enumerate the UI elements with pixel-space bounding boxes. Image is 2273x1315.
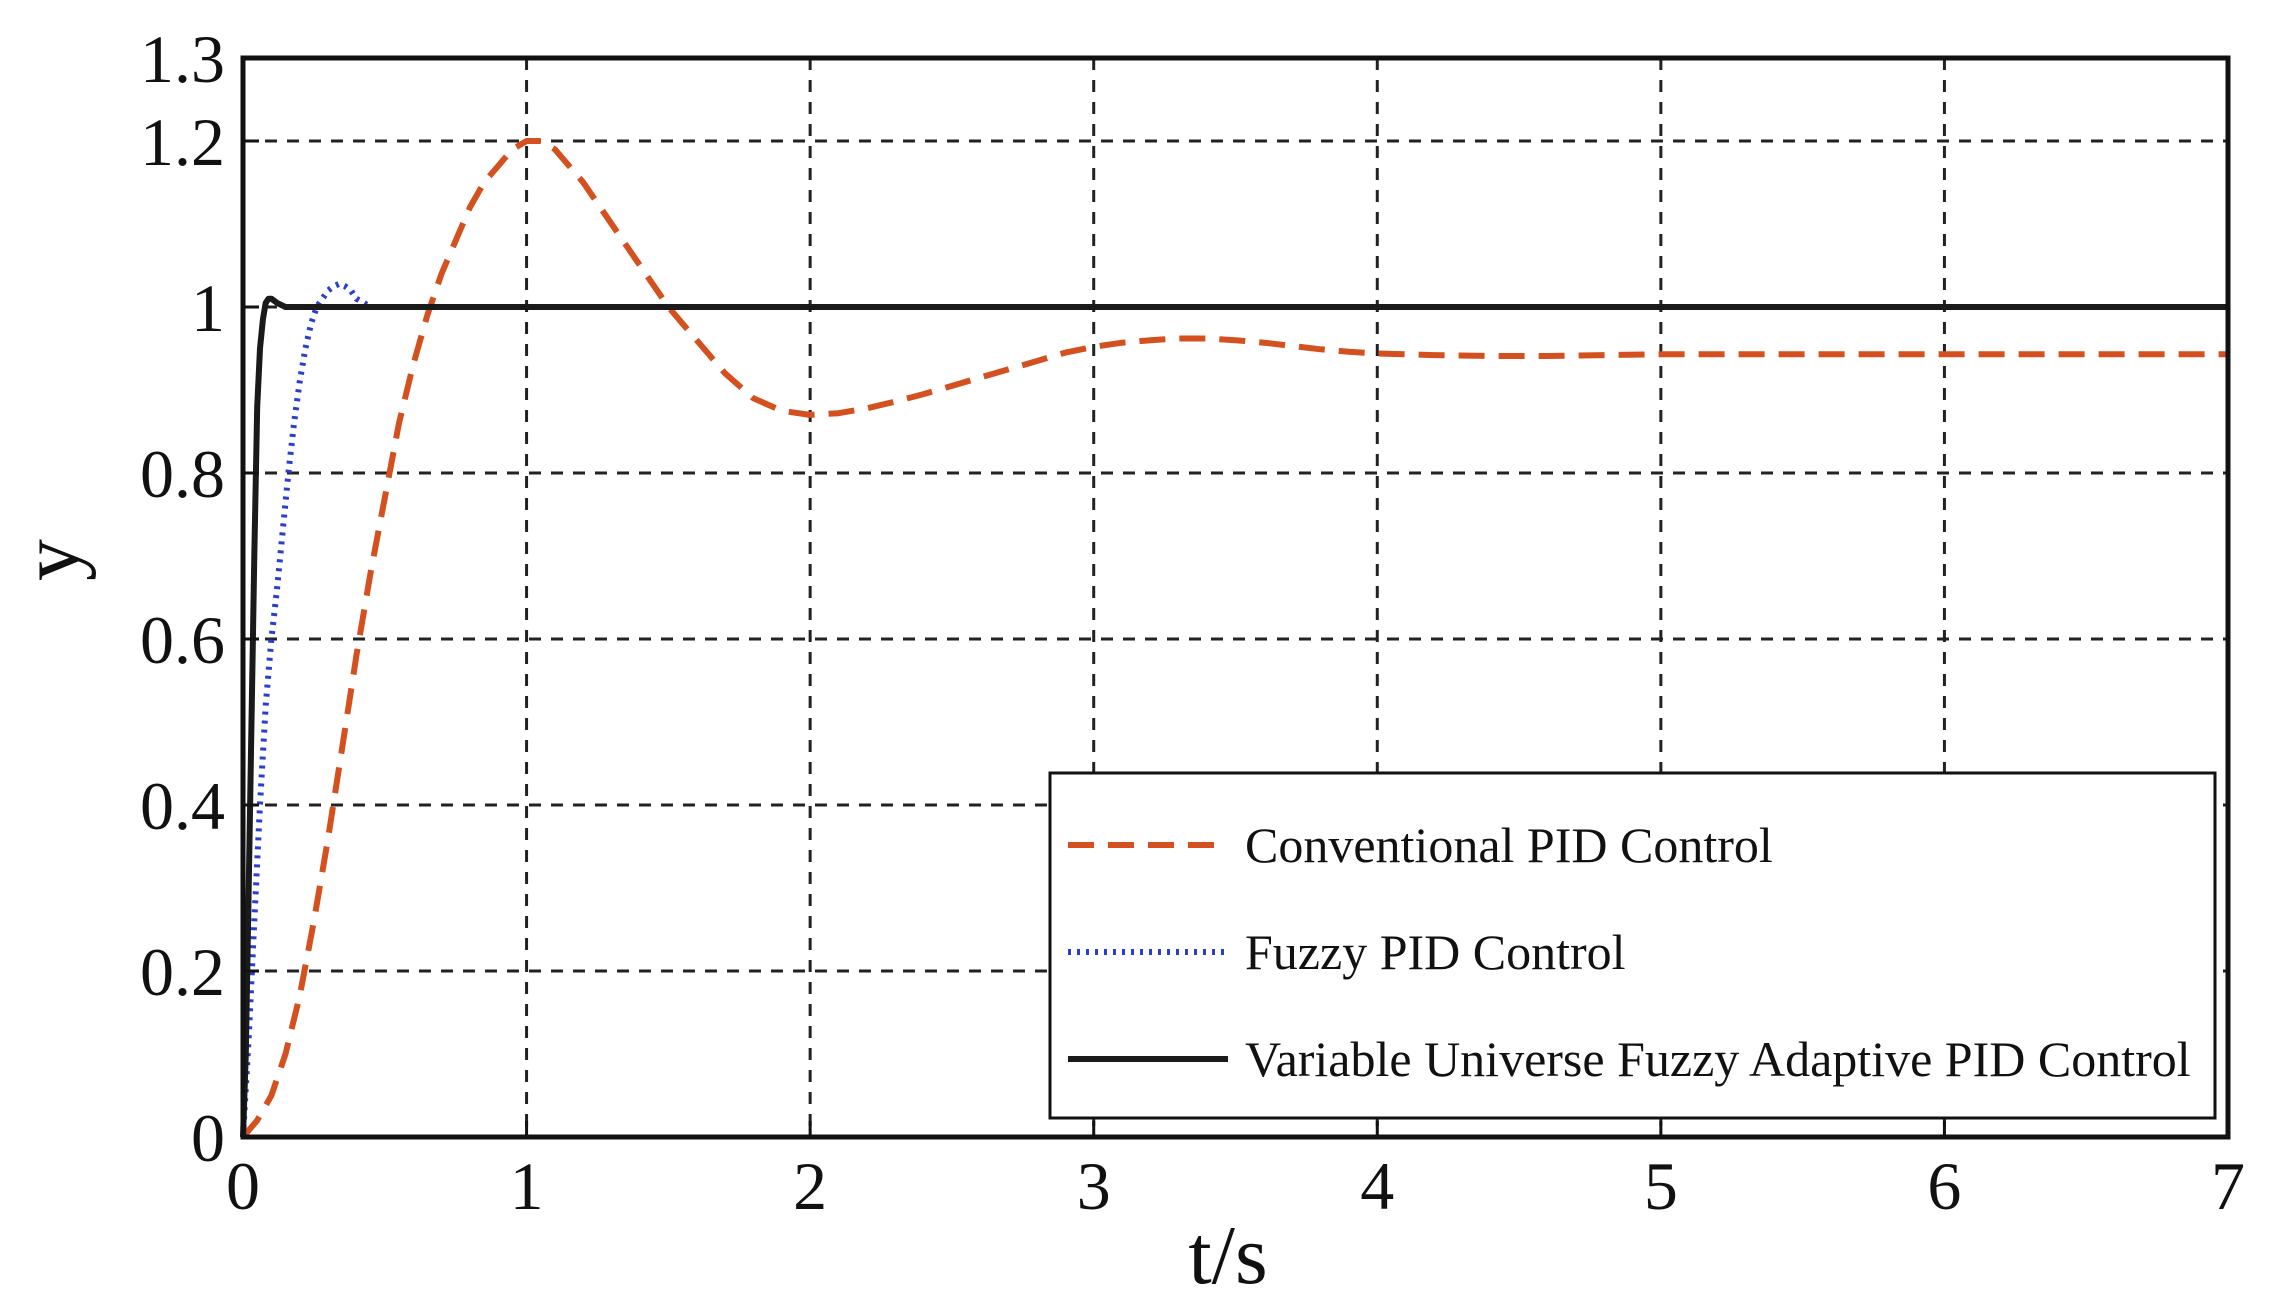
legend-label-1: Fuzzy PID Control xyxy=(1245,924,1626,980)
series-line-0 xyxy=(240,138,2228,1139)
x-tick-label-4: 4 xyxy=(1360,1148,1394,1224)
y-axis-title: y xyxy=(4,539,97,581)
y-tick-label-1: 0.2 xyxy=(140,934,225,1010)
legend: Conventional PID Control Fuzzy PID Contro… xyxy=(1048,771,2217,1120)
legend-items: Conventional PID Control Fuzzy PID Contro… xyxy=(1068,817,2191,1087)
y-tick-label-7: 1.3 xyxy=(140,21,225,97)
y-tick-label-2: 0.4 xyxy=(140,768,225,844)
tick-layer: 0 1 2 3 4 5 6 7 0 0.2 0.4 0.6 0.8 1 1.21.3 xyxy=(140,21,2245,1224)
x-tick-label-1: 1 xyxy=(510,1148,544,1224)
series-line-1 xyxy=(240,280,1463,1138)
y-tick-label-0: 0 xyxy=(191,1100,225,1176)
x-tick-label-6: 6 xyxy=(1927,1148,1961,1224)
legend-label-0: Conventional PID Control xyxy=(1245,817,1773,873)
legend-box xyxy=(1048,771,2217,1120)
y-tick-label-3: 0.6 xyxy=(140,602,225,678)
x-axis-title: t/s xyxy=(1188,1209,1267,1302)
y-tick-label-4: 0.8 xyxy=(140,436,225,512)
y-tick-label-6: 1.2 xyxy=(140,104,225,180)
x-tick-label-3: 3 xyxy=(1077,1148,1111,1224)
x-tick-label-5: 5 xyxy=(1644,1148,1678,1224)
plot-frame xyxy=(240,55,2231,1140)
x-tick-label-0: 0 xyxy=(226,1148,260,1224)
legend-label-2: Variable Universe Fuzzy Adaptive PID Con… xyxy=(1245,1031,2191,1087)
x-tick-label-7: 7 xyxy=(2211,1148,2245,1224)
x-tick-label-2: 2 xyxy=(793,1148,827,1224)
y-tick-label-5: 1 xyxy=(191,270,225,346)
